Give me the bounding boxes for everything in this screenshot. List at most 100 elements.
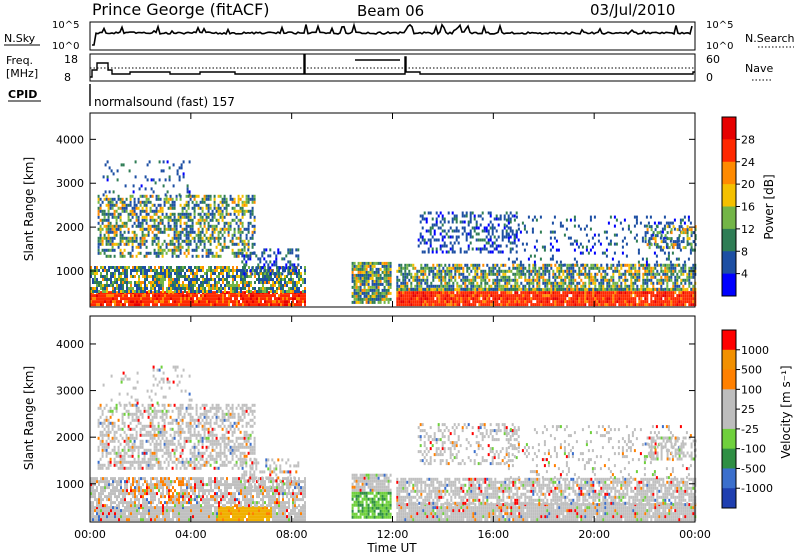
heatmap-cell: [652, 231, 655, 235]
heatmap-cell: [188, 297, 190, 301]
heatmap-cell: [219, 230, 222, 234]
heatmap-cell: [425, 217, 428, 221]
heatmap-cell: [418, 287, 421, 291]
heatmap-cell: [211, 236, 214, 240]
heatmap-cell: [202, 297, 204, 301]
heatmap-cell: [580, 272, 583, 276]
heatmap-cell: [690, 303, 693, 307]
heatmap-cell: [110, 294, 112, 298]
heatmap-cell: [458, 266, 461, 270]
heatmap-cell: [145, 206, 148, 210]
heatmap-cell: [690, 246, 693, 250]
heatmap-cell: [458, 263, 461, 267]
heatmap-cell: [504, 272, 507, 276]
heatmap-cell: [124, 300, 126, 304]
heatmap-cell: [132, 184, 135, 188]
heatmap-cell: [436, 294, 439, 298]
heatmap-cell: [429, 229, 432, 233]
heatmap-cell: [692, 272, 695, 276]
heatmap-cell: [622, 294, 625, 298]
heatmap-cell: [416, 275, 419, 279]
heatmap-cell: [110, 281, 112, 284]
heatmap-cell: [455, 220, 458, 224]
heatmap-cell: [158, 178, 161, 182]
heatmap-cell: [272, 303, 274, 307]
heatmap-cell: [632, 284, 635, 288]
heatmap-cell: [186, 184, 189, 188]
heatmap-cell: [469, 229, 472, 233]
heatmap-cell: [550, 284, 553, 288]
heatmap-cell: [215, 224, 218, 228]
heatmap-cell: [217, 194, 220, 198]
heatmap-cell: [288, 281, 290, 284]
heatmap-cell: [246, 303, 248, 307]
heatmap-cell: [119, 242, 122, 246]
heatmap-cell: [242, 281, 244, 284]
heatmap-cell: [351, 285, 354, 289]
heatmap-cell: [176, 294, 178, 298]
heatmap-cell: [614, 287, 617, 291]
heatmap-cell: [650, 225, 653, 229]
heatmap-cell: [240, 290, 242, 293]
heatmap-cell: [606, 266, 609, 270]
heatmap-cell: [239, 251, 242, 255]
heatmap-cell: [660, 281, 663, 285]
heatmap-cell: [412, 278, 415, 282]
heatmap-cell: [474, 275, 477, 279]
heatmap-cell: [234, 290, 236, 293]
heatmap-cell: [692, 291, 695, 295]
heatmap-cell: [162, 297, 164, 301]
heatmap-cell: [258, 278, 260, 281]
heatmap-cell: [666, 231, 669, 235]
heatmap-cell: [616, 263, 619, 267]
heatmap-cell: [150, 275, 152, 278]
heatmap-cell: [270, 294, 272, 298]
heatmap-cell: [432, 266, 435, 270]
heatmap-cell: [142, 294, 144, 298]
heatmap-cell: [262, 290, 264, 293]
heatmap-cell: [508, 278, 511, 282]
heatmap-cell: [610, 303, 613, 307]
heatmap-cell: [232, 303, 234, 307]
heatmap-cell: [200, 300, 202, 304]
heatmap-cell: [282, 290, 284, 293]
heatmap-cell: [544, 300, 547, 304]
heatmap-cell: [154, 284, 156, 287]
heatmap-cell: [426, 297, 429, 301]
heatmap-cell: [434, 272, 437, 276]
heatmap-cell: [266, 297, 268, 301]
heatmap-cell: [672, 246, 675, 250]
heatmap-cell: [251, 233, 254, 237]
heatmap-cell: [161, 221, 164, 225]
heatmap-cell: [274, 300, 276, 304]
heatmap-cell: [115, 224, 118, 228]
heatmap-cell: [217, 242, 220, 246]
heatmap-cell: [482, 272, 485, 276]
heatmap-cell: [622, 303, 625, 307]
heatmap-cell: [452, 281, 455, 285]
heatmap-cell: [530, 287, 533, 291]
heatmap-cell: [636, 278, 639, 282]
heatmap-cell: [363, 267, 366, 271]
heatmap-cell: [188, 294, 190, 298]
heatmap-cell: [596, 266, 599, 270]
heatmap-cell: [467, 247, 470, 251]
heatmap-cell: [450, 300, 453, 304]
heatmap-cell: [114, 303, 116, 307]
heatmap-cell: [596, 291, 599, 295]
heatmap-cell: [670, 294, 673, 298]
heatmap-cell: [144, 187, 147, 191]
heatmap-cell: [385, 261, 388, 265]
heatmap-cell: [103, 218, 106, 222]
heatmap-cell: [570, 269, 573, 273]
heatmap-cell: [665, 221, 668, 225]
heatmap-cell: [465, 214, 468, 218]
heatmap-cell: [440, 284, 443, 288]
heatmap-cell: [355, 279, 358, 283]
heatmap-cell: [584, 297, 587, 301]
heatmap-cell: [682, 228, 685, 232]
heatmap-cell: [207, 251, 210, 255]
heatmap-cell: [98, 294, 100, 298]
heatmap-cell: [241, 215, 244, 219]
heatmap-cell: [554, 297, 557, 301]
